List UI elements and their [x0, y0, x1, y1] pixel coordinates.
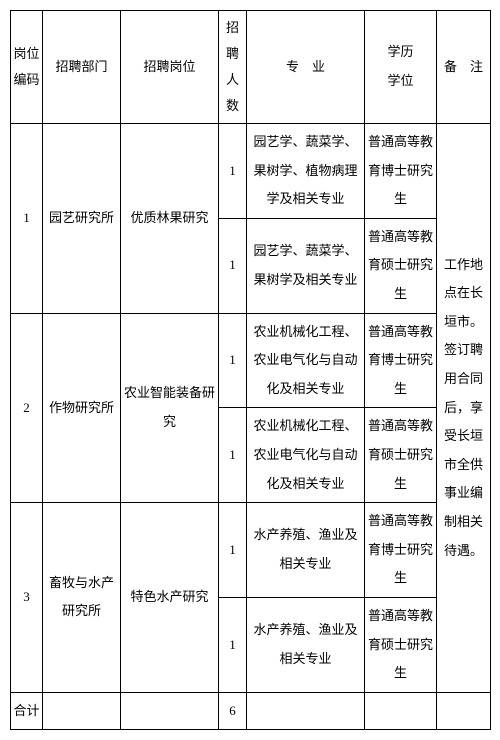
cell-code: 2: [11, 313, 43, 503]
total-row: 合计 6: [11, 692, 491, 730]
cell-count: 1: [219, 408, 247, 503]
cell-count: 1: [219, 218, 247, 313]
cell-code: 3: [11, 503, 43, 693]
header-note: 备 注: [437, 11, 491, 124]
cell-major: 园艺学、蔬菜学、果树学、植物病理学及相关专业: [247, 124, 365, 219]
total-empty: [437, 692, 491, 730]
header-count: 招聘人数: [219, 11, 247, 124]
cell-position: 优质林果研究: [121, 124, 219, 314]
cell-edu: 普通高等教育博士研究生: [365, 503, 437, 598]
total-count: 6: [219, 692, 247, 730]
table-row: 3 畜牧与水产研究所 特色水产研究 1 水产养殖、渔业及相关专业 普通高等教育博…: [11, 503, 491, 598]
total-empty: [121, 692, 219, 730]
cell-count: 1: [219, 503, 247, 598]
cell-edu: 普通高等教育博士研究生: [365, 124, 437, 219]
cell-count: 1: [219, 597, 247, 692]
header-dept: 招聘部门: [43, 11, 121, 124]
cell-edu: 普通高等教育硕士研究生: [365, 597, 437, 692]
total-empty: [365, 692, 437, 730]
cell-major: 农业机械化工程、农业电气化与自动化及相关专业: [247, 313, 365, 408]
cell-dept: 作物研究所: [43, 313, 121, 503]
cell-count: 1: [219, 313, 247, 408]
total-empty: [43, 692, 121, 730]
header-position: 招聘岗位: [121, 11, 219, 124]
cell-major: 水产养殖、渔业及相关专业: [247, 503, 365, 598]
header-edu: 学历 学位: [365, 11, 437, 124]
cell-dept: 园艺研究所: [43, 124, 121, 314]
total-label: 合计: [11, 692, 43, 730]
recruitment-table: 岗位编码 招聘部门 招聘岗位 招聘人数 专 业 学历 学位 备 注 1 园艺研究…: [10, 10, 491, 730]
cell-count: 1: [219, 124, 247, 219]
cell-note: 工作地点在长垣市。签订聘用合同后，享受长垣市全供事业编制相关待遇。: [437, 124, 491, 693]
cell-dept: 畜牧与水产研究所: [43, 503, 121, 693]
header-code: 岗位编码: [11, 11, 43, 124]
cell-position: 农业智能装备研究: [121, 313, 219, 503]
header-row: 岗位编码 招聘部门 招聘岗位 招聘人数 专 业 学历 学位 备 注: [11, 11, 491, 124]
table-row: 2 作物研究所 农业智能装备研究 1 农业机械化工程、农业电气化与自动化及相关专…: [11, 313, 491, 408]
table-row: 1 园艺研究所 优质林果研究 1 园艺学、蔬菜学、果树学、植物病理学及相关专业 …: [11, 124, 491, 219]
cell-code: 1: [11, 124, 43, 314]
cell-position: 特色水产研究: [121, 503, 219, 693]
cell-major: 园艺学、蔬菜学、果树学及相关专业: [247, 218, 365, 313]
header-major: 专 业: [247, 11, 365, 124]
cell-edu: 普通高等教育硕士研究生: [365, 218, 437, 313]
cell-major: 水产养殖、渔业及相关专业: [247, 597, 365, 692]
cell-edu: 普通高等教育硕士研究生: [365, 408, 437, 503]
total-empty: [247, 692, 365, 730]
cell-major: 农业机械化工程、农业电气化与自动化及相关专业: [247, 408, 365, 503]
cell-edu: 普通高等教育博士研究生: [365, 313, 437, 408]
